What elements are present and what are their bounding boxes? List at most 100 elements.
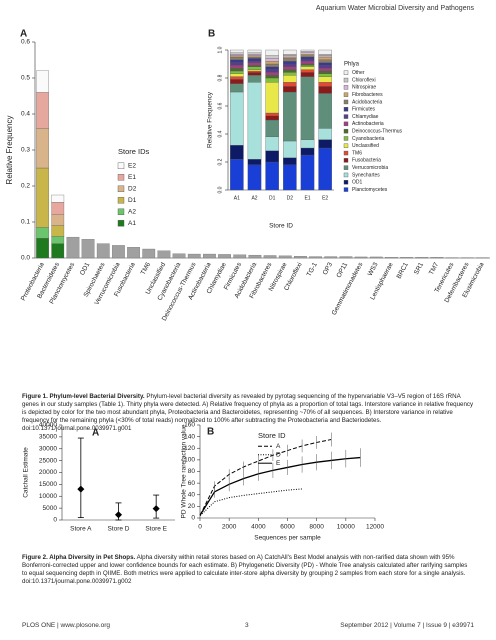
line bbox=[199, 456, 361, 516]
bar-segment bbox=[230, 79, 244, 84]
legend-swatch bbox=[343, 143, 349, 148]
caption-doi: doi:10.1371/journal.pone.0039971.g002 bbox=[22, 578, 132, 585]
bar bbox=[203, 253, 216, 259]
legend-swatch bbox=[343, 180, 349, 185]
y-tick-label: 30000 bbox=[39, 445, 57, 452]
y-tick-label: 0.0 bbox=[21, 255, 30, 262]
bar-segment bbox=[230, 68, 244, 72]
legend-label: E2 bbox=[128, 163, 136, 170]
bar-segment bbox=[230, 49, 244, 53]
legend-swatch bbox=[117, 162, 125, 170]
bar bbox=[66, 236, 80, 259]
x-tick-label: 0 bbox=[198, 524, 202, 531]
x-tick-label: Gemmatimonadetes bbox=[331, 261, 365, 317]
bar-segment bbox=[283, 157, 297, 165]
bar-segment bbox=[230, 70, 244, 74]
bar-segment bbox=[247, 56, 262, 59]
point bbox=[77, 485, 85, 493]
legend-title: Store IDs bbox=[118, 147, 150, 156]
bar-segment bbox=[300, 54, 315, 56]
legend-label: Unclassified bbox=[352, 143, 379, 149]
legend-label: Fibrobacteres bbox=[352, 92, 383, 98]
bar-segment bbox=[247, 159, 262, 165]
legend-swatch bbox=[343, 158, 349, 163]
legend-label: D2 bbox=[128, 186, 137, 193]
bar-segment bbox=[230, 59, 244, 63]
bar bbox=[430, 257, 444, 259]
point bbox=[114, 511, 123, 519]
bar bbox=[142, 248, 156, 259]
bar-segment bbox=[318, 56, 332, 60]
bar bbox=[96, 243, 110, 259]
y-tick-label: 0.4 bbox=[21, 111, 30, 118]
y-tick-label: 40000 bbox=[39, 422, 57, 429]
panel-label: A bbox=[20, 29, 27, 40]
bar-segment bbox=[300, 76, 315, 140]
bar bbox=[157, 250, 171, 259]
legend-swatch bbox=[117, 174, 125, 181]
y-tick-label: 0.1 bbox=[21, 219, 30, 226]
bar-segment bbox=[247, 69, 262, 72]
bar-segment bbox=[283, 66, 297, 70]
bar-segment bbox=[51, 236, 65, 244]
legend-swatch bbox=[343, 85, 349, 90]
bar bbox=[278, 255, 292, 259]
bar-segment bbox=[300, 147, 315, 156]
bar-segment bbox=[318, 49, 332, 55]
y-tick-label: 0.2 bbox=[21, 183, 30, 190]
legend-label: A2 bbox=[128, 209, 136, 216]
y-tick-label: 0.0 bbox=[217, 186, 223, 193]
x-tick-label: BRC1 bbox=[396, 261, 411, 280]
bar-segment bbox=[283, 63, 297, 67]
bar-segment bbox=[230, 62, 244, 66]
bar bbox=[309, 256, 322, 259]
legend-label: OD1 bbox=[352, 180, 363, 186]
bar-segment bbox=[265, 55, 279, 59]
x-tick-label: 8000 bbox=[309, 524, 324, 531]
bar-segment bbox=[247, 164, 262, 191]
bar-segment bbox=[247, 66, 262, 70]
legend-label: Chlamydiae bbox=[352, 114, 379, 120]
bar-segment bbox=[283, 164, 297, 191]
bar-segment bbox=[230, 65, 244, 69]
bar-segment bbox=[265, 75, 279, 79]
bar-segment bbox=[283, 91, 297, 142]
bar-segment bbox=[51, 202, 65, 215]
bar-segment bbox=[300, 49, 315, 52]
line bbox=[199, 488, 303, 517]
bar bbox=[248, 254, 262, 259]
bar-segment bbox=[36, 92, 49, 129]
bar-segment bbox=[283, 61, 297, 65]
x-tick-label: 6000 bbox=[280, 524, 295, 531]
bar-segment bbox=[318, 68, 332, 72]
bar-segment bbox=[283, 56, 297, 59]
bar-segment bbox=[265, 77, 279, 83]
bar-segment bbox=[51, 225, 65, 237]
bar-segment bbox=[283, 75, 297, 83]
footer-journal: PLOS ONE | www.plosone.org bbox=[22, 622, 111, 629]
legend-swatch bbox=[117, 197, 125, 204]
bar-segment bbox=[247, 52, 262, 55]
legend-swatch bbox=[117, 220, 125, 227]
x-tick-label: SR1 bbox=[413, 261, 425, 276]
bar-segment bbox=[247, 49, 262, 53]
caption-text: Alpha diversity within retail stores bas… bbox=[22, 554, 468, 577]
legend-label: Firmicutes bbox=[352, 107, 376, 113]
bar-segment bbox=[247, 70, 262, 73]
bar-segment bbox=[51, 243, 65, 259]
bar-segment bbox=[247, 61, 262, 63]
bar-segment bbox=[265, 58, 279, 62]
bar bbox=[324, 256, 338, 259]
bar bbox=[385, 257, 398, 259]
bar bbox=[339, 256, 353, 259]
legend-label: Chloroflexi bbox=[352, 77, 376, 83]
y-tick-label: 20 bbox=[188, 503, 196, 510]
legend-label: A1 bbox=[128, 220, 136, 227]
bar-segment bbox=[230, 52, 244, 55]
bar bbox=[263, 255, 277, 259]
bar-segment bbox=[318, 93, 332, 129]
y-tick-label: 0.2 bbox=[217, 158, 223, 165]
x-tick-label: OD1 bbox=[79, 261, 92, 276]
bar-segment bbox=[36, 167, 49, 228]
legend-label: Nitrospirae bbox=[352, 85, 376, 91]
